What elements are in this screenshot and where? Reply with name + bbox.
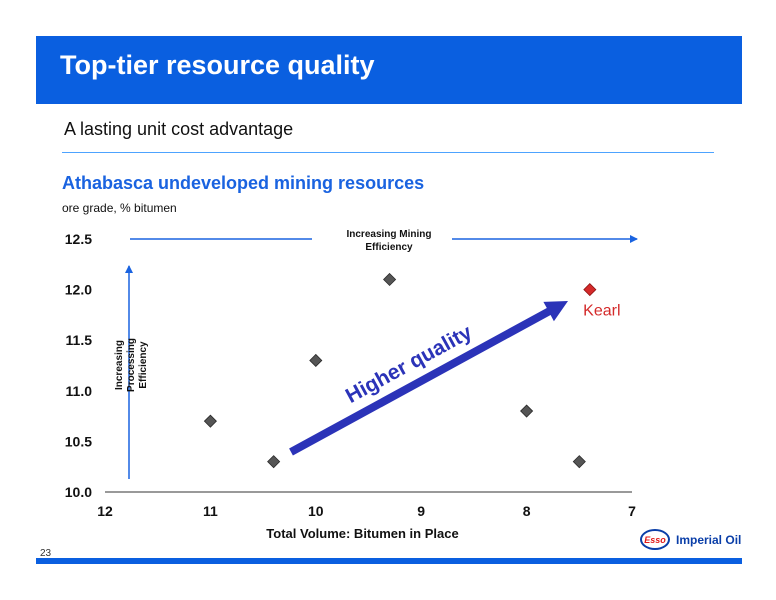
slide-subtitle: A lasting unit cost advantage [64, 119, 294, 139]
data-point [203, 414, 217, 428]
x-tick-label: 10 [308, 503, 324, 519]
y-tick-label: 11.5 [66, 332, 93, 348]
data-point [520, 404, 534, 418]
data-point [572, 455, 586, 469]
company-name: Imperial Oil [676, 533, 742, 547]
mining-efficiency-label: Increasing Mining [346, 229, 431, 240]
data-point [383, 272, 397, 287]
x-axis-label: Total Volume: Bitumen in Place [266, 526, 458, 541]
slide-title: Top-tier resource quality [60, 50, 375, 80]
divider [62, 152, 714, 153]
y-tick-label: 11.0 [66, 383, 93, 399]
page-number: 23 [40, 548, 52, 559]
x-tick-label: 8 [523, 503, 531, 519]
y-tick-label: 10.5 [65, 433, 92, 449]
esso-logo-icon: Esso [640, 529, 670, 550]
processing-efficiency-label: Efficiency [138, 341, 149, 389]
processing-efficiency-label: Processing [126, 338, 137, 392]
esso-logo-text: Esso [644, 535, 666, 545]
y-tick-label: 10.0 [65, 484, 92, 500]
y-tick-label: 12.0 [65, 282, 92, 298]
processing-efficiency-label-group: Increasing Processing Efficiency [114, 338, 149, 392]
bottom-bar [36, 558, 742, 564]
higher-quality-arrow [289, 301, 568, 456]
chart-subtitle: ore grade, % bitumen [62, 201, 177, 215]
x-tick-label: 7 [628, 503, 636, 519]
data-point [267, 455, 281, 469]
chart-title: Athabasca undeveloped mining resources [62, 173, 425, 193]
title-banner: Top-tier resource quality [36, 36, 742, 104]
x-tick-label: 9 [417, 503, 425, 519]
processing-efficiency-label: Increasing [114, 340, 125, 390]
data-point [309, 353, 323, 368]
kearl-point [583, 283, 597, 297]
x-tick-label: 12 [97, 503, 113, 519]
x-tick-label: 11 [203, 503, 218, 519]
y-tick-label: 12.5 [65, 231, 92, 247]
kearl-label: Kearl [583, 303, 620, 320]
imperial-oil-logo: Esso Imperial Oil [640, 528, 741, 554]
mining-efficiency-label: Efficiency [365, 242, 413, 253]
